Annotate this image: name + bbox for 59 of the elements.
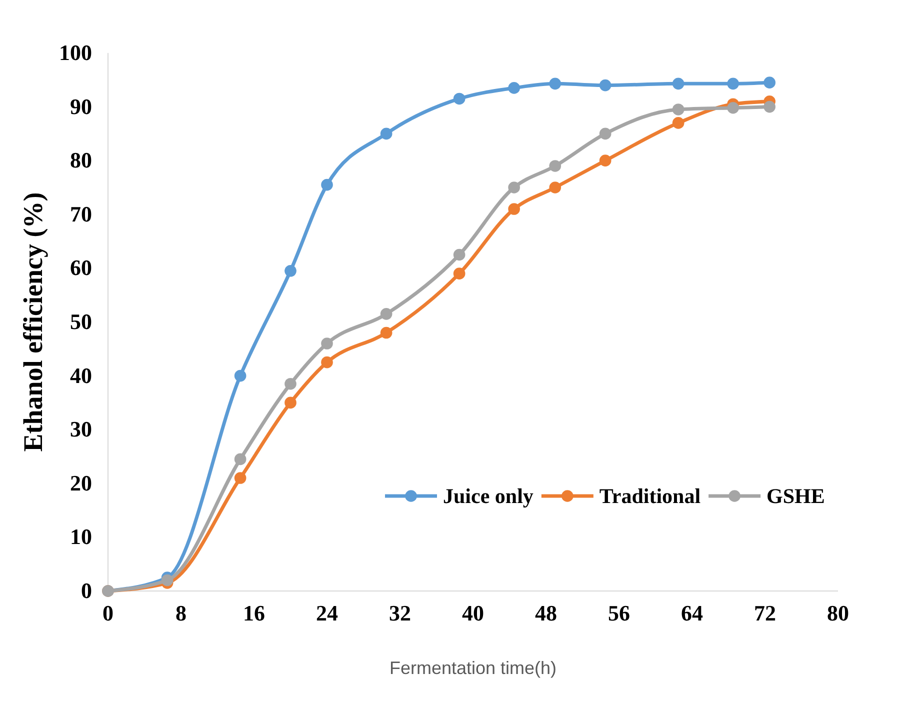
point [599, 154, 612, 167]
x-tick-label: 0 [102, 600, 114, 626]
legend-label: Traditional [599, 484, 701, 508]
x-tick-label: 80 [827, 600, 849, 626]
point [161, 574, 174, 586]
point [321, 356, 333, 368]
point [549, 182, 562, 194]
point [321, 338, 333, 350]
point [380, 326, 392, 339]
point [549, 78, 562, 90]
y-tick-label: 40 [70, 362, 92, 388]
point [234, 370, 246, 382]
point [284, 264, 296, 277]
y-tick-label: 0 [81, 578, 92, 604]
point [764, 100, 776, 113]
point [764, 76, 776, 88]
x-tick-label: 56 [608, 600, 630, 626]
x-tick-label: 16 [243, 600, 265, 626]
x-tick-label: 72 [754, 600, 776, 626]
point [284, 378, 296, 390]
point [549, 160, 562, 172]
x-tick-label: 8 [176, 600, 186, 626]
point [453, 268, 466, 280]
y-tick-label: 100 [59, 40, 92, 66]
x-tick-label: 24 [316, 600, 338, 626]
x-tick-label: 48 [535, 600, 557, 626]
point [672, 78, 684, 90]
point [727, 102, 739, 114]
point [672, 117, 684, 129]
point [380, 128, 392, 140]
y-tick-label: 30 [70, 416, 92, 442]
y-tick-label: 20 [70, 470, 92, 496]
y-tick-label: 70 [70, 201, 92, 226]
point [284, 396, 296, 409]
x-axis-title: Fermentation time(h) [389, 658, 557, 678]
y-tick-label: 50 [70, 309, 92, 334]
point [380, 308, 392, 320]
point [234, 472, 246, 484]
point [599, 128, 612, 140]
point [453, 92, 466, 105]
legend-label: GSHE [766, 484, 825, 508]
point [727, 78, 739, 90]
legend-label: Juice only [443, 484, 534, 508]
point [508, 82, 520, 94]
x-tick-label: 40 [462, 600, 484, 626]
y-tick-label: 60 [70, 255, 92, 280]
point [508, 182, 520, 194]
y-tick-label: 80 [70, 148, 92, 173]
point [321, 178, 333, 191]
x-tick-label: 64 [681, 600, 703, 626]
point [672, 104, 684, 116]
point [508, 203, 520, 215]
x-tick-label: 32 [389, 600, 411, 626]
y-tick-label: 10 [70, 524, 92, 550]
point [599, 79, 612, 92]
point [453, 248, 466, 261]
y-axis-title: Ethanol efficiency (%) [18, 192, 48, 452]
point [234, 453, 246, 466]
y-tick-label: 90 [70, 94, 92, 119]
